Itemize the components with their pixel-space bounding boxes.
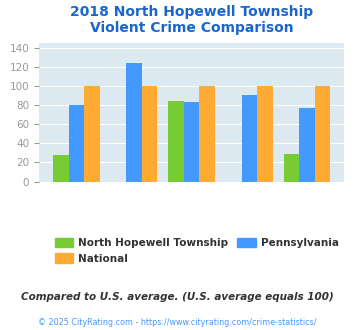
Bar (142, 86, 157, 182)
Bar (69, 105, 84, 182)
Bar (168, 101, 184, 182)
Legend: North Hopewell Township, National, Pennsylvania: North Hopewell Township, National, Penns… (50, 234, 343, 268)
Bar (257, 86, 273, 182)
Bar (84, 86, 100, 182)
Bar (126, 63, 142, 182)
Bar (299, 108, 315, 182)
Text: © 2025 CityRating.com - https://www.cityrating.com/crime-statistics/: © 2025 CityRating.com - https://www.city… (38, 318, 317, 327)
Bar (53, 155, 69, 182)
Text: Compared to U.S. average. (U.S. average equals 100): Compared to U.S. average. (U.S. average … (21, 292, 334, 302)
Bar (242, 95, 257, 182)
Bar (284, 154, 299, 182)
Bar (315, 86, 331, 182)
Title: 2018 North Hopewell Township
Violent Crime Comparison: 2018 North Hopewell Township Violent Cri… (70, 5, 313, 35)
Bar (200, 86, 215, 182)
Bar (184, 102, 200, 182)
